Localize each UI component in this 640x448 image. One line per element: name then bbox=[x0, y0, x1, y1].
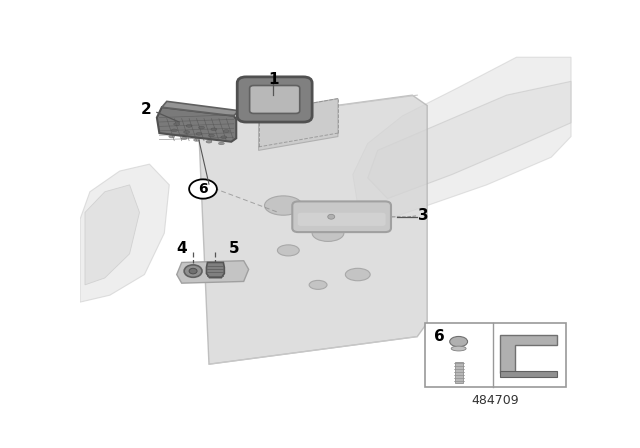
Bar bbox=[425, 323, 566, 387]
Ellipse shape bbox=[277, 245, 300, 256]
Text: 2: 2 bbox=[141, 102, 152, 117]
Circle shape bbox=[328, 214, 335, 219]
Polygon shape bbox=[353, 57, 571, 226]
Text: 6: 6 bbox=[198, 182, 208, 196]
Ellipse shape bbox=[198, 126, 205, 129]
FancyBboxPatch shape bbox=[298, 213, 385, 226]
Polygon shape bbox=[85, 185, 140, 285]
Ellipse shape bbox=[184, 131, 189, 134]
Ellipse shape bbox=[221, 136, 227, 138]
Polygon shape bbox=[80, 164, 169, 302]
Text: 484709: 484709 bbox=[472, 393, 519, 406]
FancyBboxPatch shape bbox=[241, 78, 310, 120]
Ellipse shape bbox=[264, 196, 302, 215]
Ellipse shape bbox=[186, 125, 192, 127]
Ellipse shape bbox=[173, 123, 180, 125]
Ellipse shape bbox=[196, 133, 202, 135]
Ellipse shape bbox=[223, 129, 229, 133]
Polygon shape bbox=[367, 82, 571, 198]
Polygon shape bbox=[207, 263, 225, 278]
Bar bbox=[500, 371, 557, 377]
Ellipse shape bbox=[346, 268, 370, 281]
Polygon shape bbox=[157, 107, 236, 142]
Text: 1: 1 bbox=[268, 72, 278, 87]
Polygon shape bbox=[259, 99, 338, 151]
Ellipse shape bbox=[309, 280, 327, 289]
Text: 3: 3 bbox=[419, 208, 429, 223]
Ellipse shape bbox=[451, 346, 466, 351]
Ellipse shape bbox=[209, 134, 214, 137]
Polygon shape bbox=[177, 261, 249, 283]
Bar bbox=[454, 362, 463, 383]
Circle shape bbox=[189, 179, 217, 198]
Circle shape bbox=[189, 268, 197, 274]
FancyBboxPatch shape bbox=[250, 86, 300, 113]
Polygon shape bbox=[162, 101, 239, 116]
Ellipse shape bbox=[211, 128, 217, 131]
Ellipse shape bbox=[206, 140, 212, 143]
Text: 4: 4 bbox=[176, 241, 187, 256]
Polygon shape bbox=[500, 335, 557, 373]
Ellipse shape bbox=[193, 138, 200, 142]
Ellipse shape bbox=[450, 336, 468, 347]
Text: 6: 6 bbox=[434, 329, 444, 344]
FancyBboxPatch shape bbox=[237, 77, 312, 122]
Ellipse shape bbox=[312, 225, 344, 241]
Text: 5: 5 bbox=[229, 241, 239, 256]
Ellipse shape bbox=[169, 135, 175, 138]
FancyBboxPatch shape bbox=[292, 202, 391, 232]
Polygon shape bbox=[199, 95, 428, 364]
Ellipse shape bbox=[181, 137, 187, 140]
Ellipse shape bbox=[218, 142, 225, 145]
Ellipse shape bbox=[172, 129, 177, 132]
Circle shape bbox=[184, 265, 202, 277]
